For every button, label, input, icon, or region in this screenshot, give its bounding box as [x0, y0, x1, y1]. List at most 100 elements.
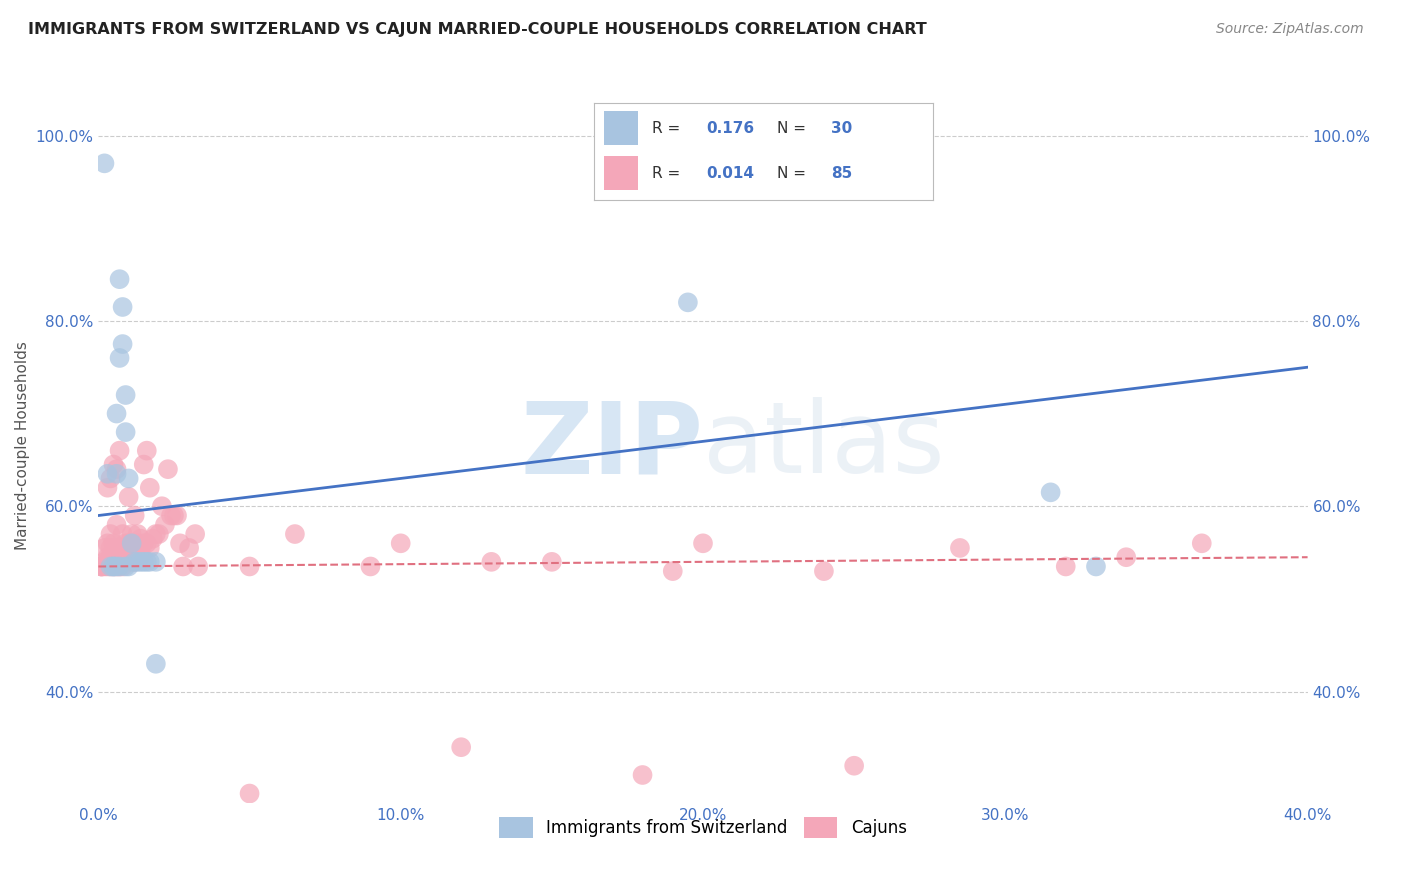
Point: [239, 787, 262, 801]
Point: [100, 471, 122, 485]
Point: [108, 351, 131, 365]
Point: [111, 527, 134, 541]
Point: [96, 536, 118, 550]
Point: [135, 555, 157, 569]
Point: [105, 467, 128, 481]
Point: [103, 559, 125, 574]
Point: [160, 508, 183, 523]
Point: [184, 527, 207, 541]
Point: [96, 559, 118, 574]
Point: [127, 536, 149, 550]
Point: [118, 555, 141, 569]
Point: [124, 508, 146, 523]
Point: [132, 458, 155, 472]
Point: [844, 758, 866, 772]
Point: [1054, 559, 1077, 574]
Point: [389, 536, 412, 550]
Point: [661, 564, 683, 578]
Point: [631, 768, 654, 782]
Point: [103, 559, 125, 574]
Point: [114, 388, 136, 402]
Point: [145, 555, 167, 569]
Point: [813, 564, 835, 578]
Text: atlas: atlas: [703, 398, 945, 494]
Text: IMMIGRANTS FROM SWITZERLAND VS CAJUN MARRIED-COUPLE HOUSEHOLDS CORRELATION CHART: IMMIGRANTS FROM SWITZERLAND VS CAJUN MAR…: [28, 22, 927, 37]
Point: [114, 536, 136, 550]
Point: [118, 471, 141, 485]
Point: [121, 545, 143, 559]
Point: [139, 481, 162, 495]
Point: [127, 555, 149, 569]
Point: [1085, 559, 1108, 574]
Point: [96, 550, 118, 565]
Point: [169, 536, 191, 550]
Point: [111, 550, 134, 565]
Point: [100, 541, 122, 555]
Point: [135, 536, 157, 550]
Point: [108, 550, 131, 565]
Point: [129, 555, 152, 569]
Point: [103, 458, 125, 472]
Point: [93, 156, 115, 170]
Point: [93, 541, 115, 555]
Point: [96, 481, 118, 495]
Point: [118, 545, 141, 559]
Point: [676, 295, 699, 310]
Point: [121, 527, 143, 541]
Point: [118, 559, 141, 574]
Text: ZIP: ZIP: [520, 398, 703, 494]
Point: [124, 545, 146, 559]
Point: [114, 555, 136, 569]
Point: [121, 555, 143, 569]
Point: [284, 527, 307, 541]
Point: [111, 559, 134, 574]
Point: [90, 559, 112, 574]
Point: [114, 545, 136, 559]
Point: [172, 559, 194, 574]
Point: [105, 407, 128, 421]
Y-axis label: Married-couple Households: Married-couple Households: [15, 342, 30, 550]
Point: [153, 517, 176, 532]
Point: [540, 555, 562, 569]
Point: [105, 462, 128, 476]
Point: [114, 425, 136, 439]
Point: [129, 545, 152, 559]
Point: [360, 559, 382, 574]
Point: [127, 545, 149, 559]
Point: [156, 462, 179, 476]
Point: [103, 536, 125, 550]
Point: [118, 536, 141, 550]
Point: [127, 527, 149, 541]
Point: [135, 443, 157, 458]
Point: [96, 467, 118, 481]
Point: [105, 550, 128, 565]
Point: [450, 740, 472, 755]
Legend: Immigrants from Switzerland, Cajuns: Immigrants from Switzerland, Cajuns: [492, 811, 914, 845]
Point: [1191, 536, 1213, 550]
Point: [118, 490, 141, 504]
Point: [108, 272, 131, 286]
Point: [111, 541, 134, 555]
Point: [132, 555, 155, 569]
Point: [96, 555, 118, 569]
Point: [139, 541, 162, 555]
Point: [481, 555, 503, 569]
Point: [121, 536, 143, 550]
Point: [124, 555, 146, 569]
Point: [100, 559, 122, 574]
Point: [124, 555, 146, 569]
Point: [1039, 485, 1062, 500]
Point: [108, 443, 131, 458]
Point: [111, 337, 134, 351]
Point: [132, 536, 155, 550]
Point: [166, 508, 188, 523]
Point: [93, 555, 115, 569]
Point: [129, 550, 152, 565]
Point: [692, 536, 714, 550]
Point: [187, 559, 209, 574]
Point: [100, 527, 122, 541]
Point: [145, 657, 167, 671]
Point: [93, 559, 115, 574]
Point: [163, 508, 186, 523]
Point: [1115, 550, 1137, 565]
